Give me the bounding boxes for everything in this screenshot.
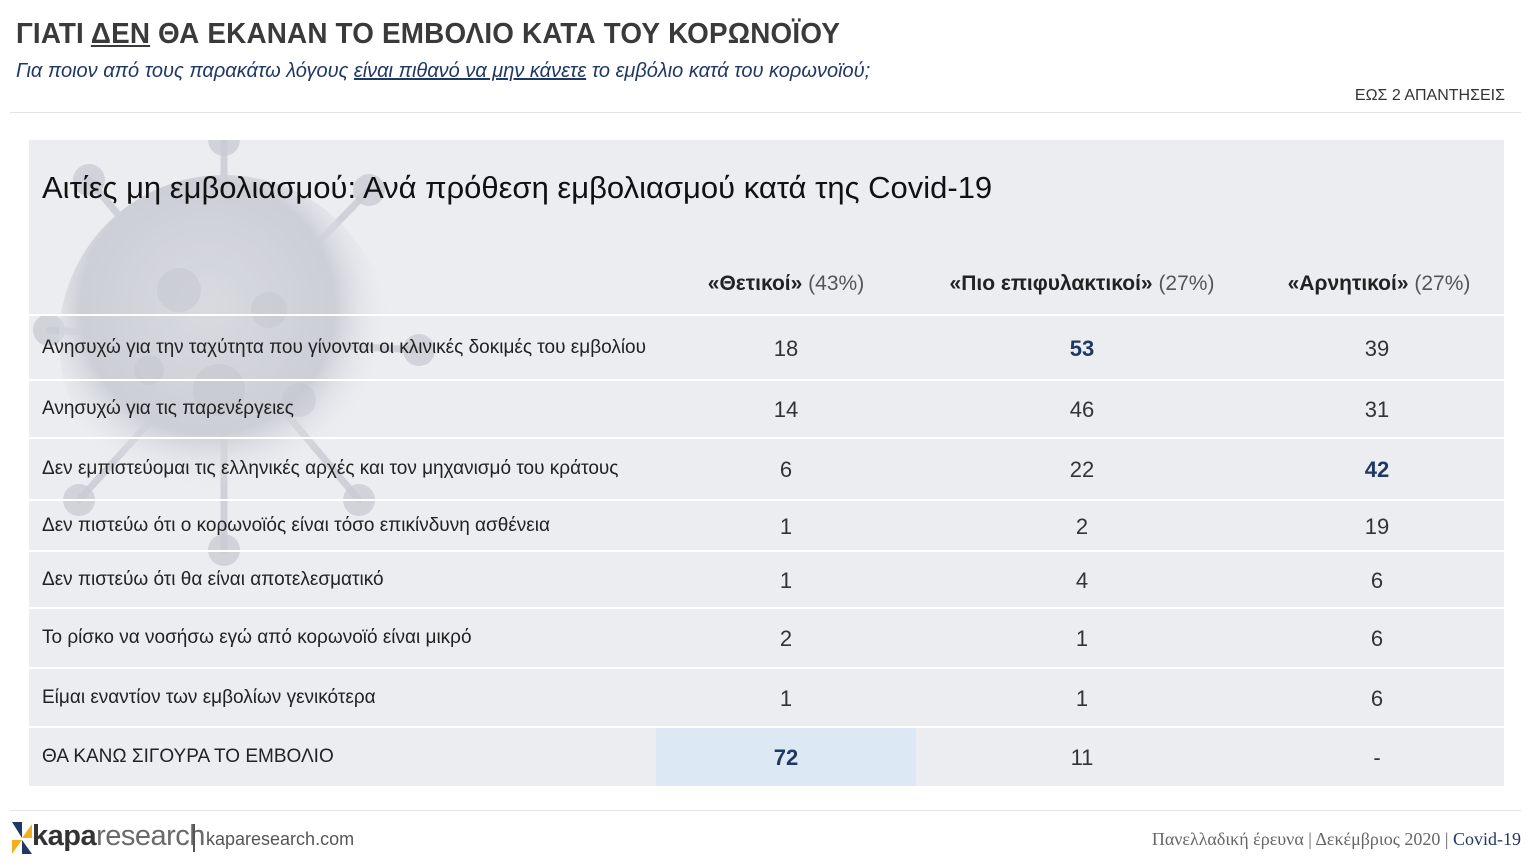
- answers-note: ΕΩΣ 2 ΑΠΑΝΤΗΣΕΙΣ: [1354, 87, 1505, 104]
- survey-tag: Covid-19: [1452, 829, 1521, 849]
- table-cell: 6: [779, 457, 793, 482]
- brand-name-part-b: research: [96, 820, 205, 852]
- table-cell: 1: [1075, 626, 1089, 651]
- brand-name: kaparesearch: [32, 820, 205, 853]
- table-row: Δεν πιστεύω ότι ο κορωνοϊός είναι τόσο ε…: [29, 499, 1504, 552]
- table-title: Αιτίες μη εμβολιασμού: Ανά πρόθεση εμβολ…: [42, 170, 993, 205]
- row-label: Είμαι εναντίον των εμβολίων γενικότερα: [42, 686, 376, 708]
- subtitle-prefix: Για ποιον από τους παρακάτω λόγους: [16, 60, 354, 82]
- table-row: Δεν πιστεύω ότι θα είναι αποτελεσματικό 1…: [29, 550, 1504, 609]
- table-cell: 14: [773, 397, 799, 422]
- column-name: «Πιο επιφυλακτικοί»: [949, 272, 1153, 295]
- table-cell: 4: [1075, 567, 1089, 593]
- table-row: Ανησυχώ για την ταχύτητα που γίνονται οι…: [29, 314, 1504, 381]
- table-cell: 42: [1364, 457, 1390, 482]
- table-cell: 18: [773, 335, 799, 361]
- table-panel: Αιτίες μη εμβολιασμού: Ανά πρόθεση εμβολ…: [29, 140, 1504, 786]
- row-label: Το ρίσκο να νοσήσω εγώ από κορωνοϊό είνα…: [42, 627, 472, 648]
- column-percent: (27%): [1158, 272, 1215, 295]
- table-cell: 6: [1370, 567, 1384, 593]
- column-header-positive: «Θετικοί» (43%): [676, 272, 896, 296]
- table-cell: 31: [1364, 397, 1390, 422]
- row-label: Δεν πιστεύω ότι ο κορωνοϊός είναι τόσο ε…: [42, 514, 550, 536]
- row-label: Δεν πιστεύω ότι θα είναι αποτελεσματικό: [42, 568, 384, 590]
- table-cell: 11: [1070, 745, 1094, 770]
- title-prefix: ΓΙΑΤΙ: [16, 18, 91, 50]
- table-cell: 53: [1069, 335, 1095, 361]
- survey-info: Πανελλαδική έρευνα | Δεκέμβριος 2020 | C…: [1152, 829, 1521, 850]
- table-cell: 1: [1075, 685, 1089, 711]
- website-link[interactable]: kaparesearch.com: [206, 829, 355, 849]
- top-divider: [10, 112, 1521, 113]
- table-cell: 72: [773, 745, 799, 770]
- title-emphasis: ΔΕΝ: [90, 18, 151, 50]
- subtitle-suffix: το εμβόλιο κατά του κορωνοϊού;: [586, 60, 871, 82]
- column-percent: (43%): [808, 272, 865, 295]
- table-cell: 2: [779, 626, 793, 651]
- table-cell: 19: [1364, 513, 1390, 539]
- row-label: ΘΑ ΚΑΝΩ ΣΙΓΟΥΡΑ ΤΟ ΕΜΒΟΛΙΟ: [42, 746, 334, 767]
- slide-header: ΓΙΑΤΙ ΔΕΝ ΘΑ ΕΚΑΝΑΝ ΤΟ ΕΜΒΟΛΙΟ ΚΑΤΑ ΤΟΥ …: [0, 0, 1531, 112]
- subtitle-emphasis: είναι πιθανό να μην κάνετε: [353, 60, 587, 82]
- title-suffix: ΘΑ ΕΚΑΝΑΝ ΤΟ ΕΜΒΟΛΙΟ ΚΑΤΑ ΤΟΥ ΚΟΡΩΝΟΪΟΥ: [150, 18, 841, 50]
- slide-title: ΓΙΑΤΙ ΔΕΝ ΘΑ ΕΚΑΝΑΝ ΤΟ ΕΜΒΟΛΙΟ ΚΑΤΑ ΤΟΥ …: [16, 18, 840, 51]
- table-row: Είμαι εναντίον των εμβολίων γενικότερα 1 1…: [29, 667, 1504, 728]
- table-cell: 2: [1075, 513, 1089, 539]
- table-row: Το ρίσκο να νοσήσω εγώ από κορωνοϊό είνα…: [29, 607, 1504, 669]
- table-cell: 22: [1069, 457, 1095, 482]
- survey-label: Πανελλαδική έρευνα | Δεκέμβριος 2020 |: [1151, 829, 1453, 849]
- column-header-hesitant: «Πιο επιφυλακτικοί» (27%): [919, 272, 1245, 296]
- table-cell: 1: [779, 513, 793, 539]
- row-label: Ανησυχώ για την ταχύτητα που γίνονται οι…: [42, 336, 647, 358]
- column-header-negative: «Αρνητικοί» (27%): [1259, 272, 1499, 296]
- table-cell: -: [1373, 745, 1381, 770]
- row-label: Δεν εμπιστεύομαι τις ελληνικές αρχές και…: [42, 458, 619, 479]
- slide-subtitle: Για ποιον από τους παρακάτω λόγους είναι…: [16, 60, 870, 83]
- column-name: «Αρνητικοί»: [1287, 272, 1409, 295]
- table-row: Δεν εμπιστεύομαι τις ελληνικές αρχές και…: [29, 437, 1504, 501]
- column-name: «Θετικοί»: [707, 272, 803, 295]
- brand-separator: [193, 824, 195, 852]
- table-cell: 6: [1370, 626, 1384, 651]
- table-cell: 46: [1069, 397, 1095, 422]
- table-cell: 6: [1370, 685, 1384, 711]
- kapa-logo-icon: [12, 822, 32, 854]
- bottom-divider: [10, 810, 1521, 811]
- table-row: Ανησυχώ για τις παρενέργειες 14 46 31: [29, 379, 1504, 439]
- table-cell: 39: [1364, 335, 1390, 361]
- table-cell: 1: [779, 685, 793, 711]
- brand-name-part-a: kapa: [32, 820, 97, 852]
- table-cell: 1: [779, 567, 793, 593]
- row-label: Ανησυχώ για τις παρενέργειες: [42, 398, 294, 419]
- table-row: ΘΑ ΚΑΝΩ ΣΙΓΟΥΡΑ ΤΟ ΕΜΒΟΛΙΟ 72 11 -: [29, 726, 1504, 786]
- column-percent: (27%): [1414, 272, 1471, 295]
- highlight-background: [656, 728, 916, 786]
